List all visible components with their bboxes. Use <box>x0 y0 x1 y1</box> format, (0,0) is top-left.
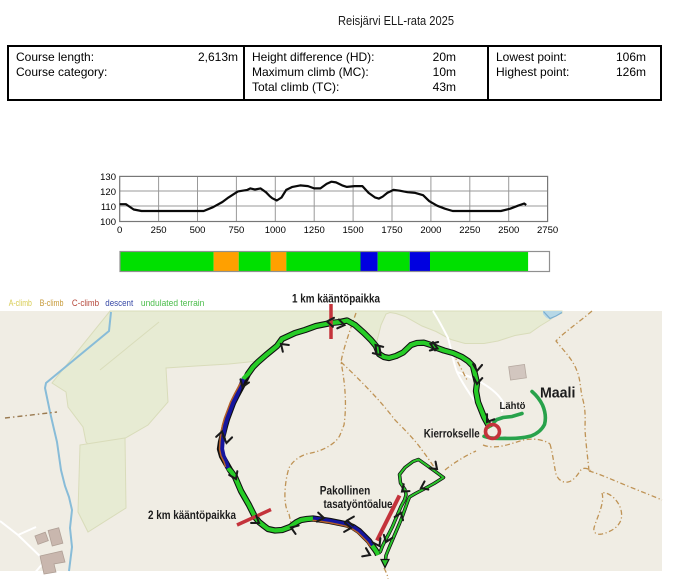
svg-text:1000: 1000 <box>265 225 286 236</box>
svg-text:Course length:: Course length: <box>16 50 94 64</box>
svg-text:2500: 2500 <box>498 225 519 236</box>
svg-text:250: 250 <box>151 225 167 236</box>
svg-text:130: 130 <box>100 172 116 183</box>
svg-text:Reisjärvi ELL-rata 2025: Reisjärvi ELL-rata 2025 <box>338 13 454 28</box>
svg-text:Lähtö: Lähtö <box>500 400 526 412</box>
svg-text:110: 110 <box>101 202 116 213</box>
svg-text:500: 500 <box>190 225 206 236</box>
svg-text:1500: 1500 <box>343 225 364 236</box>
svg-text:2,613m: 2,613m <box>198 50 238 64</box>
svg-text:100: 100 <box>100 217 116 228</box>
svg-text:C-climb: C-climb <box>72 298 99 309</box>
svg-text:Kierrokselle: Kierrokselle <box>424 429 480 441</box>
svg-text:2000: 2000 <box>420 225 441 236</box>
svg-text:106m: 106m <box>616 50 646 64</box>
svg-text:0: 0 <box>117 225 122 236</box>
svg-text:1250: 1250 <box>304 225 325 236</box>
svg-text:2750: 2750 <box>537 225 558 236</box>
svg-text:Course category:: Course category: <box>16 65 107 79</box>
svg-text:Lowest point:: Lowest point: <box>496 50 567 64</box>
svg-text:10m: 10m <box>433 65 456 79</box>
svg-text:Maximum climb (MC):: Maximum climb (MC): <box>252 65 369 79</box>
svg-text:126m: 126m <box>616 65 646 79</box>
svg-text:2 km kääntöpaikka: 2 km kääntöpaikka <box>148 510 237 522</box>
svg-text:B-climb: B-climb <box>40 298 64 309</box>
svg-text:120: 120 <box>100 187 116 198</box>
svg-text:20m: 20m <box>433 50 456 64</box>
svg-text:2250: 2250 <box>459 225 480 236</box>
svg-text:A-climb: A-climb <box>9 298 32 309</box>
svg-text:tasatyöntöalue: tasatyöntöalue <box>324 499 393 511</box>
svg-text:undulated terrain: undulated terrain <box>141 298 205 309</box>
svg-text:descent: descent <box>105 298 133 309</box>
svg-text:Pakollinen: Pakollinen <box>320 486 371 498</box>
svg-text:43m: 43m <box>433 80 456 94</box>
svg-text:1 km kääntöpaikka: 1 km kääntöpaikka <box>292 294 381 306</box>
svg-text:Maali: Maali <box>540 385 576 402</box>
svg-text:Highest point:: Highest point: <box>496 65 569 79</box>
svg-text:1750: 1750 <box>381 225 402 236</box>
svg-text:750: 750 <box>228 225 244 236</box>
svg-text:Total climb (TC):: Total climb (TC): <box>252 80 339 94</box>
svg-text:Height difference (HD):: Height difference (HD): <box>252 50 375 64</box>
